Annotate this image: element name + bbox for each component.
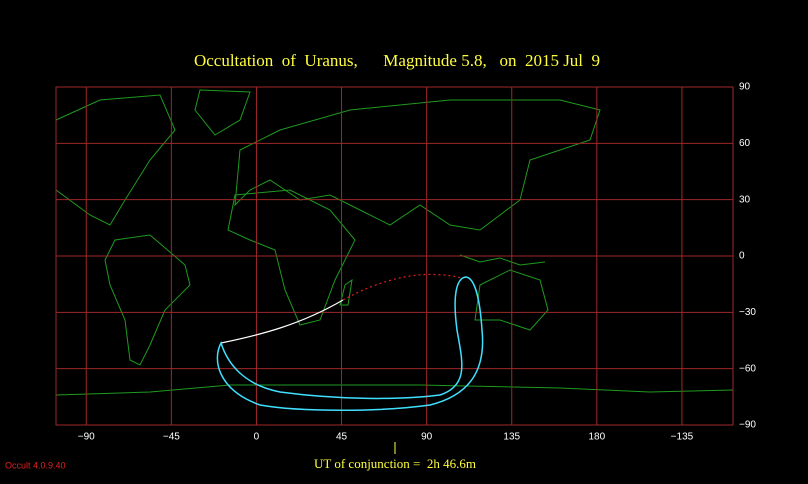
occultation-limits bbox=[216, 276, 484, 411]
x-tick-label: −135 bbox=[671, 432, 694, 443]
daylight-path bbox=[342, 273, 463, 301]
y-tick-label: 60 bbox=[739, 138, 751, 149]
y-tick-label: −90 bbox=[739, 420, 756, 431]
software-label: Occult 4.0.9.40 bbox=[5, 460, 66, 470]
chart-title: Occultation of Uranus, Magnitude 5.8, on… bbox=[194, 51, 600, 70]
x-tick-label: 45 bbox=[336, 432, 348, 443]
indonesia bbox=[459, 254, 546, 266]
y-tick-label: 90 bbox=[739, 82, 751, 93]
x-tick-label: 135 bbox=[503, 432, 520, 443]
x-tick-label: −90 bbox=[78, 432, 95, 443]
greenland bbox=[194, 89, 251, 136]
africa bbox=[227, 189, 356, 326]
south-america bbox=[104, 234, 191, 366]
plot-frame bbox=[55, 86, 734, 426]
north-america bbox=[55, 94, 176, 226]
y-tick-label: 0 bbox=[739, 251, 745, 262]
x-tick-label: 90 bbox=[421, 432, 433, 443]
y-tick-label: −30 bbox=[739, 307, 756, 318]
x-tick-label: 0 bbox=[254, 432, 260, 443]
australia bbox=[474, 269, 549, 331]
antarctica bbox=[55, 384, 734, 396]
conjunction-label: UT of conjunction = 2h 46.6m bbox=[314, 456, 476, 471]
y-tick-label: 30 bbox=[739, 194, 751, 205]
y-tick-label: −60 bbox=[739, 363, 756, 374]
x-tick-label: 180 bbox=[588, 432, 605, 443]
x-tick-label: −45 bbox=[163, 432, 180, 443]
central-line bbox=[220, 299, 344, 344]
